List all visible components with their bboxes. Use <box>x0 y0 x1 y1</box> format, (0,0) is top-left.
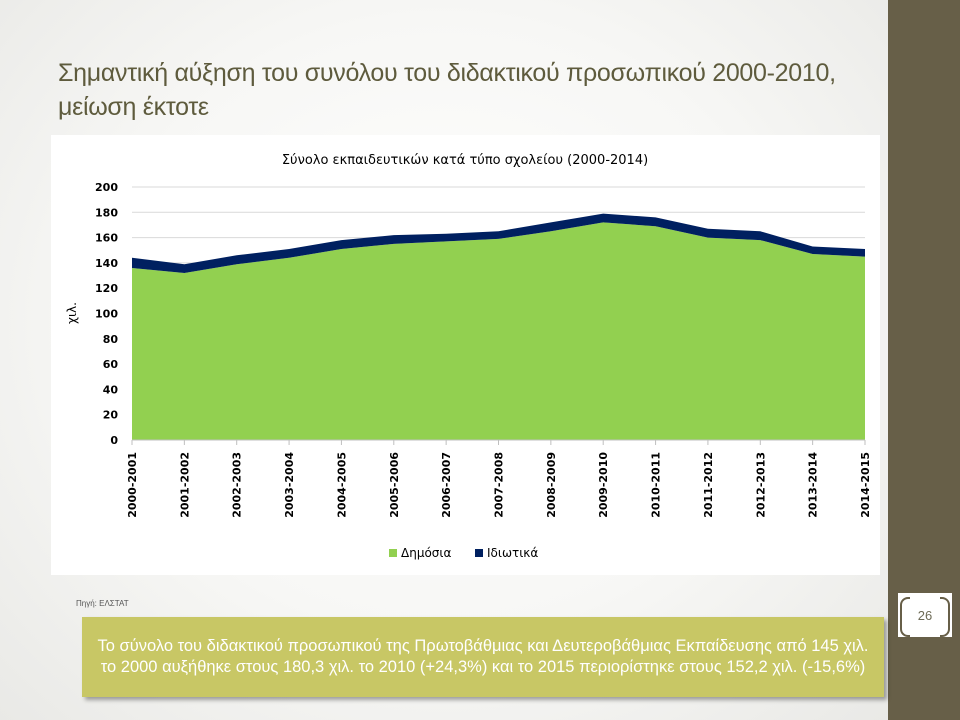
y-tick-label: 100 <box>95 308 118 321</box>
summary-callout: Το σύνολο του διδακτικού προσωπικού της … <box>82 617 884 697</box>
x-tick-label: 2002-2003 <box>231 452 244 518</box>
page-number-badge: 26 <box>898 593 952 637</box>
x-tick-label: 2001-2002 <box>178 452 191 518</box>
y-tick-label: 60 <box>103 358 119 371</box>
summary-text: Το σύνολο του διδακτικού προσωπικού της … <box>97 637 869 676</box>
x-tick-label: 2007-2008 <box>493 452 506 518</box>
area-series-public <box>132 222 865 440</box>
y-tick-label: 80 <box>103 333 119 346</box>
x-tick-label: 2004-2005 <box>335 452 348 518</box>
page-number: 26 <box>917 607 933 623</box>
x-tick-label: 2006-2007 <box>440 452 453 518</box>
legend-swatch <box>389 549 397 557</box>
x-tick-label: 2000-2001 <box>126 452 139 518</box>
chart-title: Σύνολο εκπαιδευτικών κατά τύπο σχολείου … <box>282 153 648 168</box>
x-tick-label: 2009-2010 <box>597 452 610 518</box>
y-tick-label: 0 <box>110 434 118 447</box>
legend-label: Ιδιωτικά <box>487 546 538 560</box>
y-tick-label: 20 <box>103 409 119 422</box>
slide-title: Σημαντική αύξηση του συνόλου του διδακτι… <box>58 59 836 121</box>
y-axis-label: χιλ. <box>65 302 79 324</box>
chart-container: Σύνολο εκπαιδευτικών κατά τύπο σχολείου … <box>51 135 880 575</box>
x-tick-label: 2013-2014 <box>807 452 820 518</box>
x-tick-label: 2010-2011 <box>650 452 663 518</box>
y-tick-label: 140 <box>95 257 118 270</box>
x-tick-label: 2008-2009 <box>545 452 558 518</box>
y-tick-label: 200 <box>95 181 118 194</box>
left-bracket-icon <box>900 597 910 637</box>
legend-swatch <box>475 549 483 557</box>
source-note: Πηγή: ΕΛΣΤΑΤ <box>76 599 129 608</box>
x-tick-label: 2005-2006 <box>388 452 401 518</box>
area-series-private <box>132 213 865 273</box>
y-tick-label: 120 <box>95 282 118 295</box>
x-tick-label: 2003-2004 <box>283 452 296 518</box>
x-tick-label: 2014-2015 <box>859 452 872 518</box>
y-tick-label: 180 <box>95 206 118 219</box>
y-tick-label: 40 <box>103 383 119 396</box>
y-tick-label: 160 <box>95 232 118 245</box>
x-tick-label: 2012-2013 <box>754 452 767 518</box>
x-tick-label: 2011-2012 <box>702 452 715 518</box>
area-chart: Σύνολο εκπαιδευτικών κατά τύπο σχολείου … <box>65 153 872 560</box>
right-bracket-icon <box>940 597 950 637</box>
legend-label: Δημόσια <box>401 546 451 560</box>
